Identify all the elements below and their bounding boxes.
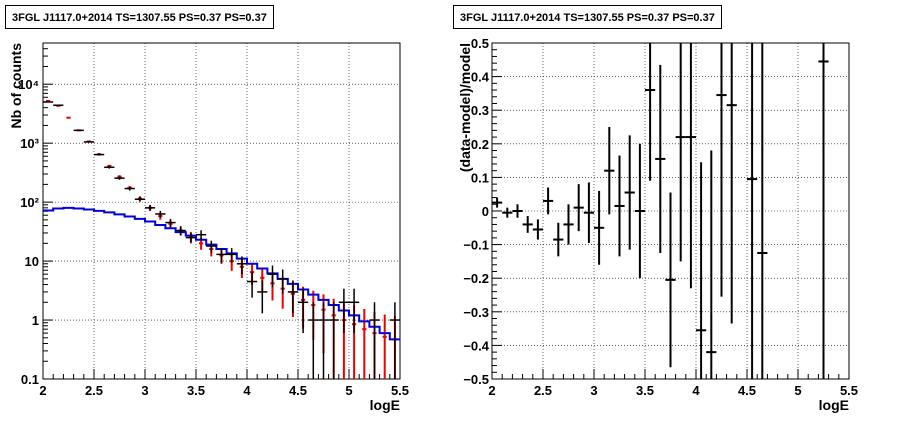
y-tick-label: 0.3 [471,103,489,118]
x-tick-label: 3 [590,383,597,398]
x-tick-label: 3.5 [636,383,654,398]
y-tick-label: −0.3 [463,305,489,320]
y-tick-label: 1 [32,313,39,328]
y-tick-label: −0.2 [463,271,489,286]
x-tick-label: 5 [794,383,801,398]
y-tick-label: 10² [20,195,39,210]
component-histogram [43,206,400,341]
counts-chart: 2 2.5 3 3.5 4 4.5 5 5.5 0.1 1 10 10² 10³ 10⁴ logE Nb of… [8,42,409,413]
x-axis-label: logE [819,397,849,413]
x-tick-label: 2.5 [534,383,552,398]
x-tick-label: 4.5 [289,383,307,398]
y-tick-label: 0.4 [471,70,490,85]
y-tick-label: 10 [25,254,39,269]
chart-title: 3FGL J1117.0+2014 TS=1307.55 PS=0.37 PS=… [453,5,722,29]
x-tick-label: 5 [345,383,352,398]
x-tick-label: 4 [243,383,251,398]
right-chart-panel: 3FGL J1117.0+2014 TS=1307.55 PS=0.37 PS=… [449,0,898,421]
y-axis-label: (data-model)/model [457,43,473,172]
left-chart-panel: 3FGL J1117.0+2014 TS=1307.55 PS=0.37 PS=… [5,5,409,413]
y-axis-label: Nb of counts [8,43,24,129]
x-tick-label: 2.5 [85,383,103,398]
x-tick-label: 2 [39,383,46,398]
y-tick-label: 10⁴ [18,77,39,92]
x-tick-label: 4.5 [738,383,756,398]
x-tick-label: 4 [692,383,700,398]
y-tick-label: 0.1 [471,170,489,185]
chart-title: 3FGL J1117.0+2014 TS=1307.55 PS=0.37 PS=… [5,5,274,29]
x-tick-label: 3 [141,383,148,398]
x-tick-label: 3.5 [187,383,205,398]
y-tick-label: 0.5 [471,36,489,51]
y-tick-label: −0.1 [463,238,489,253]
residuals-chart: 2 2.5 3 3.5 4 4.5 5 5.5 −0.5 −0.4 −0.3 −0.2 −0.1 0 0.1… [457,36,858,413]
y-tick-label: 0 [482,204,489,219]
y-tick-label: −0.4 [463,338,489,353]
y-tick-label: 0.2 [471,137,489,152]
x-tick-label: 5.5 [391,383,409,398]
y-tick-label: 0.1 [21,372,39,387]
x-axis-label: logE [370,397,400,413]
x-tick-label: 2 [488,383,495,398]
x-tick-label: 5.5 [840,383,858,398]
y-tick-label: −0.5 [463,372,489,387]
y-tick-label: 10³ [20,136,39,151]
